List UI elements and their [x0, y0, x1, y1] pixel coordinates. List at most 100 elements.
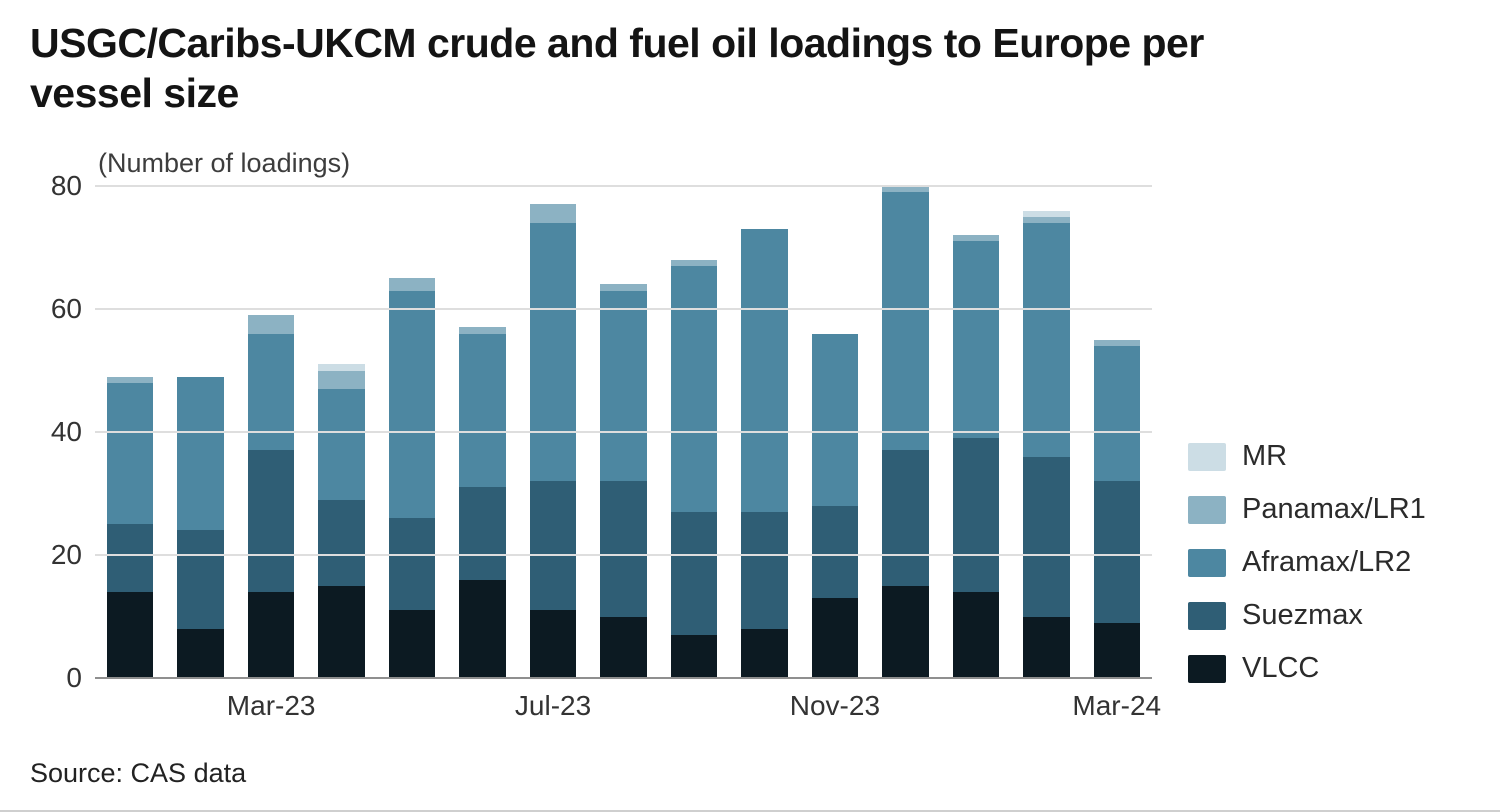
bar-segment — [177, 530, 224, 629]
bar-segment — [247, 450, 295, 592]
bars-container — [95, 186, 1152, 678]
bar-group — [800, 186, 870, 678]
bar-segment — [1023, 222, 1070, 457]
bar-segment — [459, 333, 506, 488]
bar-segment — [952, 235, 1000, 242]
bar-segment — [318, 388, 365, 500]
bar-segment — [247, 333, 295, 451]
bar-segment — [1023, 216, 1070, 223]
chart-subtitle: (Number of loadings) — [98, 148, 351, 178]
bar-segment — [670, 265, 718, 512]
legend-label: Suezmax — [1242, 599, 1363, 631]
bar-segment — [811, 598, 859, 678]
x-tick-label: Jul-23 — [514, 690, 592, 721]
x-axis: Mar-23 Jul-23 Nov-23 Mar-24 — [95, 690, 1161, 730]
legend-swatch — [1188, 495, 1226, 524]
bar-group — [236, 186, 306, 678]
x-tick-label: Mar-23 — [226, 690, 316, 721]
bar-group — [729, 186, 799, 678]
bar-segment — [247, 315, 295, 334]
bar-group — [518, 186, 588, 678]
bar-segment — [177, 628, 224, 678]
y-tick-label: 0 — [66, 662, 82, 693]
legend-swatch — [1188, 654, 1226, 683]
bar-group — [659, 186, 729, 678]
bar-group — [941, 186, 1011, 678]
bar-group — [588, 186, 658, 678]
bar-segment — [882, 192, 929, 451]
legend: MR Panamax/LR1 Aframax/LR2 Suezmax VLCC — [1188, 440, 1426, 685]
y-tick-label: 20 — [50, 539, 82, 570]
bar-group — [306, 186, 376, 678]
bar-segment — [811, 505, 859, 599]
bar-segment — [882, 585, 929, 678]
bar-segment — [388, 290, 436, 519]
bar-segment — [952, 438, 1000, 592]
bar-segment — [318, 364, 365, 371]
gridline — [95, 185, 1152, 187]
bar-segment — [388, 518, 436, 611]
x-axis-baseline — [95, 677, 1152, 679]
bar-segment — [459, 327, 506, 334]
bar-segment — [529, 610, 577, 678]
stacked-bar — [811, 186, 859, 678]
bar-segment — [811, 333, 859, 506]
bar-segment — [247, 591, 295, 678]
legend-label: VLCC — [1242, 652, 1320, 684]
stacked-bar — [318, 186, 365, 678]
bar-segment — [388, 610, 436, 678]
bar-segment — [106, 591, 154, 678]
bar-segment — [388, 278, 436, 291]
bar-group — [95, 186, 165, 678]
gridline — [95, 308, 1152, 310]
bar-segment — [741, 628, 788, 678]
y-tick-label: 40 — [50, 416, 82, 447]
gridline — [95, 554, 1152, 556]
legend-swatch — [1188, 548, 1226, 577]
y-tick-label: 80 — [50, 170, 82, 201]
bar-segment — [529, 222, 577, 482]
bar-segment — [1023, 456, 1070, 617]
legend-item: Suezmax — [1188, 599, 1426, 632]
bar-segment — [318, 370, 365, 389]
stacked-bar — [529, 186, 577, 678]
bar-segment — [882, 450, 929, 586]
bar-segment — [952, 591, 1000, 678]
bar-segment — [600, 616, 647, 678]
bar-segment — [106, 382, 154, 525]
bar-segment — [1093, 622, 1141, 678]
bar-segment — [600, 481, 647, 617]
bar-segment — [1093, 345, 1141, 482]
bar-group — [447, 186, 517, 678]
bar-segment — [741, 229, 788, 512]
bar-segment — [1093, 481, 1141, 623]
bar-segment — [1023, 616, 1070, 678]
legend-swatch — [1188, 601, 1226, 630]
legend-item: MR — [1188, 440, 1426, 473]
bar-segment — [600, 290, 647, 482]
legend-item: VLCC — [1188, 652, 1426, 685]
bar-group — [165, 186, 235, 678]
bar-segment — [670, 634, 718, 678]
bar-group — [1011, 186, 1081, 678]
stacked-bar — [670, 186, 718, 678]
x-tick-label: Nov-23 — [789, 690, 881, 721]
bar-segment — [318, 585, 365, 678]
bar-segment — [741, 511, 788, 629]
plot-area — [95, 185, 1152, 679]
bar-segment — [177, 376, 224, 531]
bar-group — [1082, 186, 1152, 678]
stacked-bar — [1093, 186, 1141, 678]
stacked-bar — [952, 186, 1000, 678]
stacked-bar — [459, 186, 506, 678]
stacked-bar — [741, 186, 788, 678]
bar-segment — [670, 259, 718, 266]
bar-segment — [459, 579, 506, 678]
y-axis: 0 20 40 60 80 — [0, 170, 82, 693]
bar-segment — [459, 487, 506, 580]
bar-segment — [318, 499, 365, 586]
stacked-bar — [247, 186, 295, 678]
bar-segment — [952, 241, 1000, 439]
page-title: USGC/Caribs-UKCM crude and fuel oil load… — [30, 20, 1204, 117]
